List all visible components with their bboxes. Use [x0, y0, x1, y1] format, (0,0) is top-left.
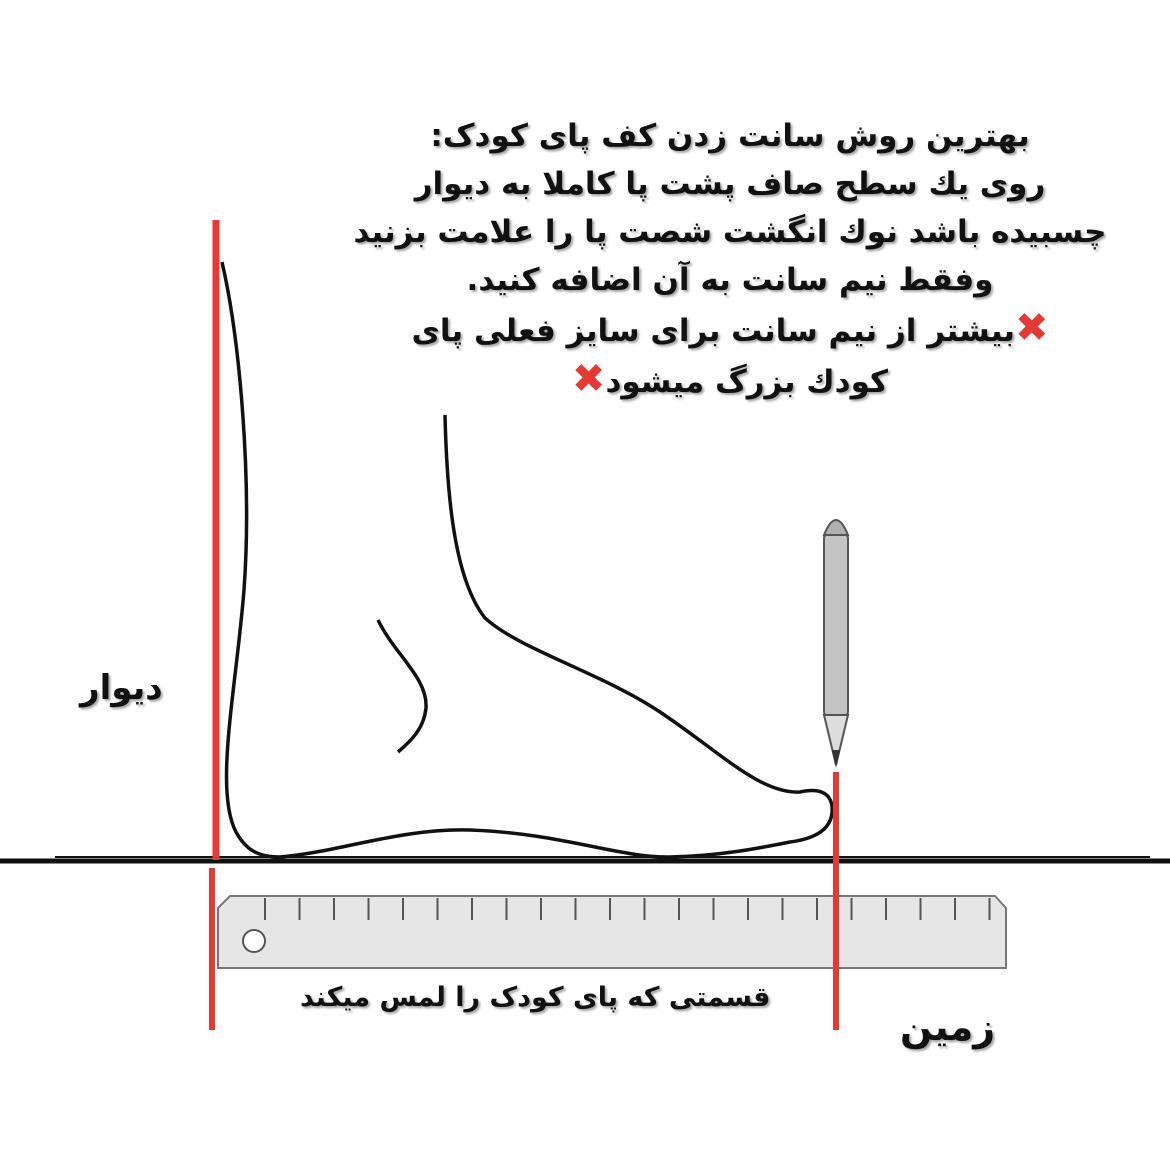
ground-label: زمین [900, 1005, 996, 1049]
instruction-line: بهترین روش سانت زدن کف پای کودک: [430, 118, 1030, 154]
contact-label: قسمتی که پای کودک را لمس میکند [300, 982, 771, 1013]
ruler-hole [242, 929, 266, 953]
wall-label: دیوار [80, 668, 163, 708]
instruction-line: ✖بیشتر از نیم سانت برای سایز فعلی پای [411, 305, 1049, 351]
instruction-line: چسبیده باشد نوك انگشت شصت پا را علامت بز… [353, 214, 1107, 250]
instructions-text: بهترین روش سانت زدن کف پای کودک: روی یك … [320, 112, 1140, 406]
red-x-mark-icon: ✖ [571, 356, 606, 402]
foot-outline [220, 261, 834, 859]
instruction-line: وفقط نیم سانت به آن اضافه کنید. [466, 262, 994, 298]
ruler [217, 895, 1007, 969]
instruction-line: کودك بزرگ میشود✖ [571, 356, 889, 402]
ankle-line [376, 619, 428, 754]
instruction-line: روی یك سطح صاف پشت پا كاملا به دیوار [414, 166, 1046, 202]
red-x-mark-icon: ✖ [1015, 305, 1049, 351]
pencil-icon [822, 519, 850, 768]
